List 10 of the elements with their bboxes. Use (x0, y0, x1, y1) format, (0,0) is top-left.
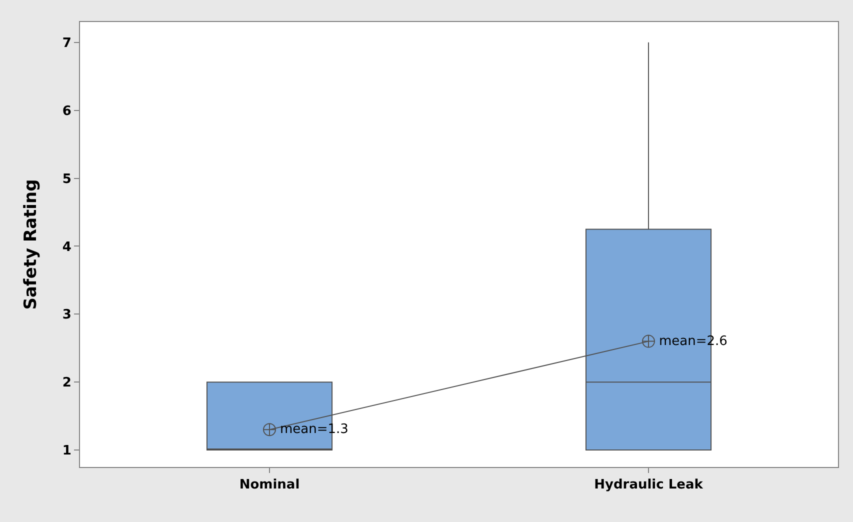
y-tick-label: 3 (62, 308, 72, 323)
y-tick-label: 6 (62, 104, 72, 119)
y-axis-title: Safety Rating (21, 179, 41, 310)
y-tick-label: 4 (62, 240, 72, 255)
y-tick-label: 5 (62, 172, 72, 187)
x-tick-label: Nominal (239, 478, 300, 493)
y-tick-label: 7 (62, 36, 72, 51)
x-tick-label: Hydraulic Leak (594, 478, 704, 493)
y-tick-label: 1 (62, 444, 72, 459)
y-tick-label: 2 (62, 376, 72, 391)
